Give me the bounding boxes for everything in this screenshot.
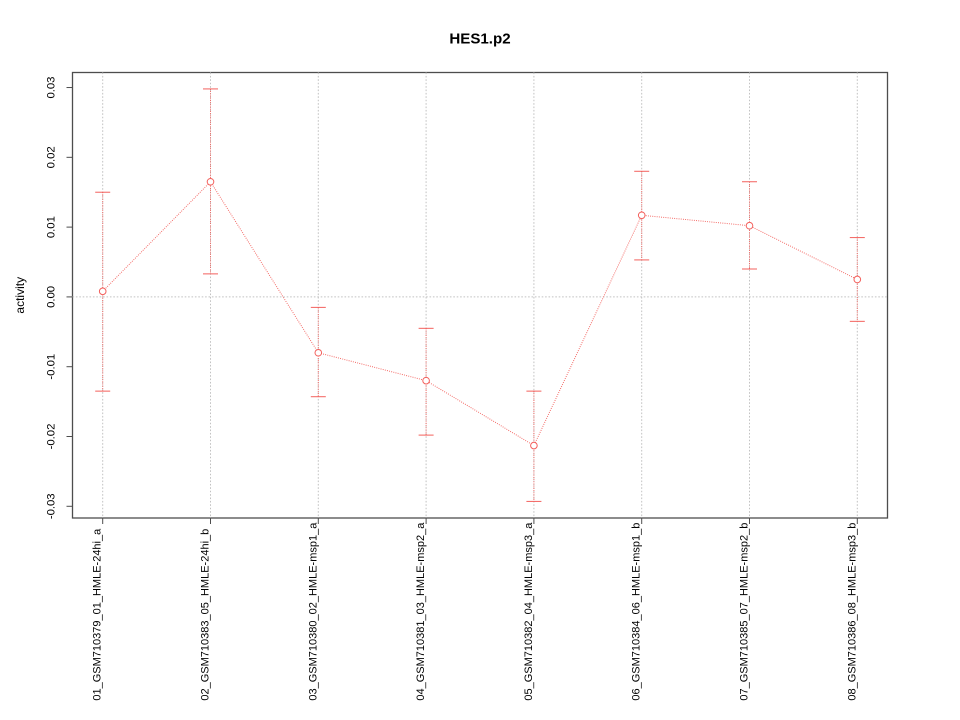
svg-text:0.03: 0.03 [46,77,58,99]
svg-text:-0.03: -0.03 [46,493,58,519]
svg-text:05_GSM710382_04_HMLE-msp3_a: 05_GSM710382_04_HMLE-msp3_a [523,522,535,701]
svg-text:02_GSM710383_05_HMLE-24hi_b: 02_GSM710383_05_HMLE-24hi_b [200,529,212,701]
svg-text:activity: activity [13,277,27,314]
svg-text:04_GSM710381_03_HMLE-msp2_a: 04_GSM710381_03_HMLE-msp2_a [415,522,427,701]
svg-text:07_GSM710385_07_HMLE-msp2_b: 07_GSM710385_07_HMLE-msp2_b [739,523,751,701]
svg-text:01_GSM710379_01_HMLE-24hi_a: 01_GSM710379_01_HMLE-24hi_a [92,528,104,701]
svg-text:-0.02: -0.02 [46,424,58,450]
svg-text:0.00: 0.00 [46,286,58,308]
svg-text:08_GSM710386_08_HMLE-msp3_b: 08_GSM710386_08_HMLE-msp3_b [846,523,858,701]
svg-text:0.02: 0.02 [46,146,58,168]
svg-text:-0.01: -0.01 [46,354,58,380]
svg-text:06_GSM710384_06_HMLE-msp1_b: 06_GSM710384_06_HMLE-msp1_b [631,523,643,701]
svg-text:03_GSM710380_02_HMLE-msp1_a: 03_GSM710380_02_HMLE-msp1_a [307,522,319,701]
svg-text:0.01: 0.01 [46,216,58,238]
svg-text:HES1.p2: HES1.p2 [449,31,510,48]
